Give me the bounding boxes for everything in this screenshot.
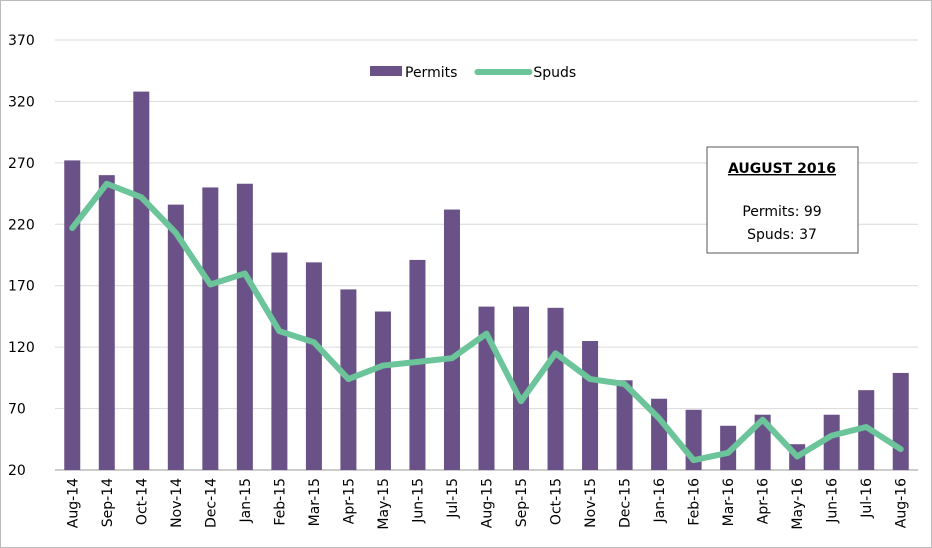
annotation-line: Spuds: 37 [747, 227, 817, 243]
bar [374, 311, 391, 470]
x-tick-label: Feb-16 [687, 478, 703, 526]
bar [892, 372, 909, 470]
x-tick-label: Mar-15 [307, 478, 323, 526]
x-tick-label: Dec-15 [618, 478, 634, 528]
bar [754, 414, 771, 470]
annotation-line: Permits: 99 [742, 204, 821, 220]
bar [271, 252, 288, 470]
bar [305, 262, 322, 470]
bar [513, 306, 530, 470]
x-tick-label: May-15 [376, 478, 392, 530]
x-tick-label: Aug-15 [480, 478, 496, 528]
y-tick-label: 270 [8, 156, 35, 172]
x-tick-label: May-16 [790, 478, 806, 530]
bar [409, 259, 426, 470]
x-tick-label: Sep-14 [100, 478, 116, 527]
bar [64, 160, 81, 470]
y-tick-label: 320 [8, 94, 35, 110]
y-tick-label: 20 [8, 463, 26, 479]
y-tick-label: 170 [8, 279, 35, 295]
x-tick-label: Jan-16 [652, 478, 668, 524]
x-tick-label: Feb-15 [272, 478, 288, 526]
x-tick-label: Dec-14 [203, 478, 219, 528]
legend-label: Permits [405, 65, 457, 81]
bar [167, 204, 184, 470]
x-tick-label: Jun-15 [410, 478, 426, 524]
bar [98, 175, 115, 470]
annotation-box [706, 146, 859, 254]
annotation-title: AUGUST 2016 [728, 161, 836, 177]
bar [616, 380, 633, 470]
x-tick-label: Sep-15 [514, 478, 530, 527]
x-tick-label: Jan-15 [238, 478, 254, 523]
x-tick-label: Aug-14 [65, 478, 81, 528]
bar [547, 307, 564, 470]
line [69, 180, 904, 464]
x-tick-label: Nov-14 [169, 478, 185, 528]
x-tick-label: Oct-15 [549, 478, 565, 525]
y-tick-label: 370 [8, 33, 35, 49]
bar [202, 187, 219, 470]
bar [582, 341, 599, 470]
y-tick-label: 120 [8, 340, 35, 356]
x-tick-label: Aug-16 [894, 478, 910, 528]
x-tick-label: Jun-16 [825, 478, 841, 524]
legend-label: Spuds [533, 65, 576, 81]
legend-swatch [370, 66, 402, 76]
x-tick-label: Apr-16 [756, 478, 772, 524]
x-tick-label: Jul-16 [859, 478, 875, 519]
bar [133, 91, 150, 470]
bar [823, 414, 840, 470]
x-tick-label: Oct-14 [134, 478, 150, 525]
y-tick-label: 70 [8, 402, 26, 418]
x-tick-label: Jul-15 [445, 478, 461, 519]
bar [443, 209, 460, 471]
x-tick-label: Apr-15 [341, 478, 357, 524]
x-tick-label: Nov-15 [583, 478, 599, 528]
bar [236, 183, 253, 470]
y-tick-label: 220 [8, 217, 35, 233]
x-tick-label: Mar-16 [721, 478, 737, 526]
bar [720, 425, 737, 470]
